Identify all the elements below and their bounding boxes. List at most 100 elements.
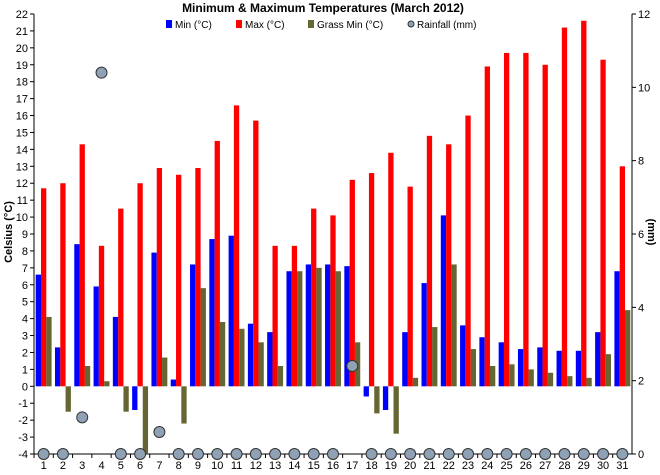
bar-min <box>556 350 562 387</box>
y-tick-label: 6 <box>22 280 28 292</box>
bar-min <box>93 286 99 387</box>
bar-max <box>523 52 529 387</box>
rainfall-point <box>172 448 185 460</box>
y-tick-label: 22 <box>16 9 28 21</box>
y-tick-label: 18 <box>16 77 28 89</box>
y-tick-label: 20 <box>16 43 28 55</box>
rainfall-point <box>616 448 629 460</box>
bar-grass <box>123 386 129 412</box>
chart-legend: Min (°C) Max (°C) Grass Min (°C) Rainfall (… <box>166 20 476 31</box>
rainfall-point <box>384 448 397 460</box>
bar-max <box>388 152 394 387</box>
bar-grass <box>297 271 303 387</box>
y-tick-label: 1 <box>22 364 28 376</box>
bar-min <box>614 271 620 387</box>
rainfall-point <box>211 448 224 460</box>
x-tick-label: 23 <box>462 460 474 472</box>
y-tick-label: 4 <box>22 314 28 326</box>
bar-grass <box>84 366 91 387</box>
bar-max <box>311 208 317 387</box>
bar-grass <box>547 372 554 387</box>
bar-min <box>190 264 196 387</box>
legend-label: Rainfall (mm) <box>417 20 476 31</box>
bar-grass <box>181 386 187 424</box>
y-tick-label: 16 <box>16 111 28 123</box>
x-tick-label: 3 <box>79 460 85 472</box>
rainfall-point <box>577 448 590 460</box>
bar-max <box>40 188 47 387</box>
y-tick-label: 7 <box>22 263 28 275</box>
bar-min <box>286 271 292 387</box>
bar-grass <box>316 267 322 387</box>
x-tick-label: 20 <box>404 460 416 472</box>
bar-min <box>112 316 119 387</box>
x-tick-label: 4 <box>98 460 104 472</box>
y-tick-label: 5 <box>22 297 28 309</box>
legend-swatch <box>308 20 314 28</box>
bar-max <box>407 186 413 387</box>
bar-grass <box>162 357 168 387</box>
bar-grass <box>567 376 573 387</box>
bar-max <box>253 120 259 387</box>
y-tick-label: 11 <box>17 195 28 207</box>
bar-min <box>267 332 273 387</box>
x-tick-label: 7 <box>156 460 162 472</box>
bar-max <box>465 115 471 387</box>
x-tick-label: 29 <box>578 460 590 472</box>
x-tick-label: 14 <box>288 460 300 472</box>
bar-grass <box>509 364 515 387</box>
rainfall-point <box>365 448 378 460</box>
y2-tick-label: 2 <box>638 376 644 388</box>
rainfall-point <box>462 448 475 460</box>
rainfall-point <box>519 448 532 460</box>
y-axis-label: Celsius (°C) <box>3 201 15 263</box>
bar-min <box>325 264 331 387</box>
bar-grass <box>489 366 496 387</box>
bar-max <box>195 168 201 387</box>
rainfall-point <box>442 448 455 460</box>
x-tick-label: 9 <box>195 460 201 472</box>
x-tick-label: 27 <box>539 460 551 472</box>
y-tick-label: -1 <box>18 398 28 410</box>
x-tick-label: 1 <box>41 460 47 472</box>
chart-axes: -4-3-2-101234567891011121314151617181920… <box>16 9 651 472</box>
rainfall-point <box>500 448 513 460</box>
x-tick-label: 12 <box>250 460 262 472</box>
bar-max <box>214 140 220 387</box>
bar-max <box>484 66 490 387</box>
bar-max <box>368 173 375 387</box>
y-tick-label: 19 <box>16 60 28 72</box>
bar-min <box>498 342 504 387</box>
y2-tick-label: 6 <box>638 229 644 241</box>
y-tick-label: -2 <box>18 415 28 427</box>
y2-tick-label: 10 <box>638 82 650 94</box>
rainfall-point <box>539 448 552 460</box>
rainfall-point <box>423 448 436 460</box>
x-tick-label: 13 <box>269 460 281 472</box>
y2-axis-label: (mm) <box>645 219 657 246</box>
rainfall-point <box>481 448 494 460</box>
rainfall-point <box>153 426 166 438</box>
bar-min <box>35 274 41 387</box>
y-tick-label: -4 <box>18 449 28 461</box>
bar-min <box>460 325 466 387</box>
bar-grass <box>586 377 592 387</box>
bar-min <box>209 239 215 387</box>
rainfall-point <box>404 448 417 460</box>
bar-max <box>446 144 452 387</box>
bar-max <box>137 183 143 387</box>
bar-max <box>118 208 124 387</box>
x-tick-label: 30 <box>597 460 609 472</box>
bar-max <box>581 20 587 387</box>
bar-grass <box>258 342 264 387</box>
bar-grass <box>335 271 341 387</box>
bar-min <box>517 349 524 387</box>
bar-grass <box>412 377 419 387</box>
bar-min <box>440 215 447 387</box>
x-tick-label: 31 <box>616 460 628 472</box>
rainfall-point <box>288 448 301 460</box>
bar-max <box>291 245 298 387</box>
bar-max <box>79 144 85 387</box>
bar-min <box>228 235 234 387</box>
